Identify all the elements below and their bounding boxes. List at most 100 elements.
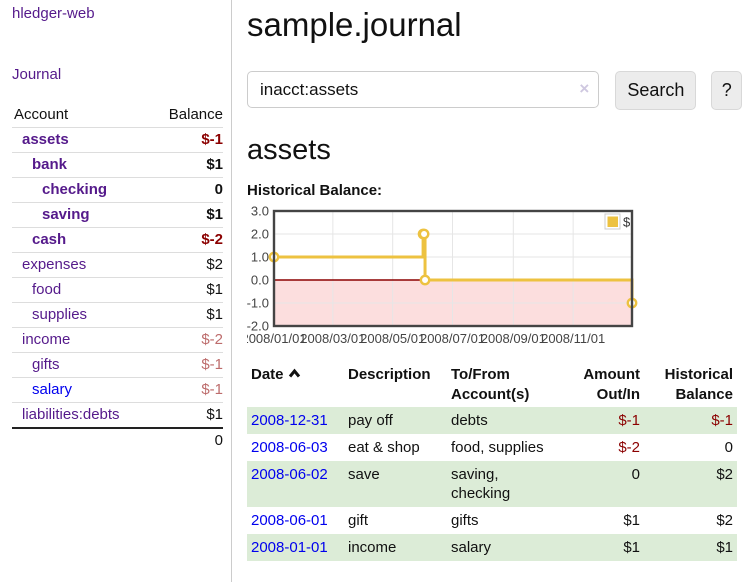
account-balance: $1 (150, 277, 223, 303)
x-tick-label: 2008/07/01 (420, 331, 485, 346)
transaction-amount: $1 (623, 512, 640, 529)
account-link[interactable]: assets (22, 131, 69, 148)
account-row: checking 0 (12, 177, 223, 203)
account-cell: saving (12, 202, 151, 228)
transaction-balance: $1 (716, 539, 733, 556)
register-header-date[interactable]: Date (247, 363, 344, 407)
transaction-accounts: saving, checking (451, 466, 511, 502)
account-heading: assets (247, 134, 331, 166)
account-link[interactable]: salary (32, 381, 73, 398)
account-balance: $1 (150, 302, 223, 328)
account-row: expenses $2 (12, 252, 223, 278)
account-link[interactable]: expenses (22, 256, 87, 273)
accounts-total-row: 0 (12, 427, 223, 453)
balance-chart-svg: $3.0 2.0 1.0 0.0 -1.0 -2.02008/01/012008/03/0… (241, 204, 638, 346)
transaction-row: 2008-12-31 pay off debts $-1 $-1 (247, 407, 737, 434)
account-link[interactable]: checking (42, 181, 108, 198)
transaction-date-cell: 2008-06-01 (247, 507, 344, 534)
account-cell: salary (12, 377, 151, 403)
transaction-description: pay off (348, 412, 393, 429)
transaction-row: 2008-06-01 gift gifts $1 $2 (247, 507, 737, 534)
historical-balance-chart: $3.0 2.0 1.0 0.0 -1.0 -2.0 2008/01/01 2008/03/0… (241, 203, 741, 351)
account-balance: $-2 (150, 227, 223, 253)
transaction-balance: $2 (716, 512, 733, 529)
account-row: liabilities:debts $1 (12, 402, 223, 428)
register-header-description: Description (348, 366, 431, 383)
sidebar-item-journal[interactable]: Journal (12, 66, 62, 83)
account-row: bank $1 (12, 152, 223, 178)
transaction-date-cell: 2008-12-31 (247, 407, 344, 434)
register-header-balance: Historical Balance (644, 363, 737, 407)
account-cell: income (12, 327, 151, 353)
accounts-total-spacer (12, 427, 151, 453)
account-balance: $1 (150, 152, 223, 178)
account-balance: $-1 (150, 127, 223, 153)
account-balance: $-1 (150, 352, 223, 378)
y-tick-label: 2.0 (251, 227, 269, 242)
account-row: income $-2 (12, 327, 223, 353)
transaction-row: 2008-01-01 income salary $1 $1 (247, 534, 737, 561)
register-header-row: Date Description To/From Account(s) Amou… (247, 363, 737, 407)
account-cell: gifts (12, 352, 151, 378)
transaction-balance: $-1 (711, 412, 733, 429)
account-balance: $2 (150, 252, 223, 278)
register-header-balance-line2: Balance (675, 386, 733, 403)
transaction-date-link[interactable]: 2008-12-31 (251, 412, 328, 429)
transaction-description: eat & shop (348, 439, 420, 456)
accounts-header-account: Account (14, 106, 69, 123)
app-title-link[interactable]: hledger-web (12, 5, 95, 22)
account-link[interactable]: supplies (32, 306, 88, 323)
account-link[interactable]: bank (32, 156, 68, 173)
legend-label: $ (623, 215, 631, 230)
transaction-date-link[interactable]: 2008-06-03 (251, 439, 328, 456)
transaction-date-link[interactable]: 2008-06-01 (251, 512, 328, 529)
search-button[interactable]: Search (615, 71, 697, 110)
account-link[interactable]: cash (32, 231, 67, 248)
search-input[interactable] (247, 71, 600, 108)
transaction-accounts: salary (451, 539, 492, 556)
account-cell: assets (12, 127, 151, 153)
account-link[interactable]: gifts (32, 356, 60, 373)
help-button[interactable]: ? (711, 71, 742, 110)
account-link[interactable]: income (22, 331, 71, 348)
account-balance: $-1 (150, 377, 223, 403)
account-cell: food (12, 277, 151, 303)
account-balance: $-2 (150, 327, 223, 353)
chart-title: Historical Balance: (247, 182, 383, 199)
account-link[interactable]: food (32, 281, 62, 298)
register-header-tofrom: To/From Account(s) (447, 363, 559, 407)
x-tick-label: 2008/01/01 (247, 331, 307, 346)
legend-swatch (607, 216, 618, 227)
transaction-row: 2008-06-03 eat & shop food, supplies $-2 0 (247, 434, 737, 461)
transaction-date-link[interactable]: 2008-06-02 (251, 466, 328, 483)
account-balance: 0 (150, 177, 223, 203)
y-tick-label: 1.0 (251, 250, 269, 265)
account-link[interactable]: saving (42, 206, 90, 223)
transaction-amount: 0 (631, 466, 640, 483)
transaction-accounts: gifts (451, 512, 479, 529)
register-header-date-label: Date (251, 366, 284, 383)
accounts-table: Account Balance assets $-1 bank $1 checking 0… (12, 103, 223, 453)
plot-border (272, 209, 634, 328)
accounts-total-value: 0 (150, 427, 223, 453)
account-cell: bank (12, 152, 151, 178)
account-link[interactable]: liabilities:debts (22, 406, 120, 423)
account-row: supplies $1 (12, 302, 223, 328)
account-row: assets $-1 (12, 127, 223, 153)
transaction-date-link[interactable]: 2008-01-01 (251, 539, 328, 556)
accounts-header-row: Account Balance (12, 103, 223, 128)
search-form: × Search ? (247, 71, 742, 110)
register-header-balance-line1: Historical (664, 366, 733, 383)
register-header-tofrom-line1: To/From (451, 366, 510, 383)
register-header-tofrom-line2: Account(s) (451, 386, 530, 403)
account-row: saving $1 (12, 202, 223, 228)
clear-search-icon[interactable]: × (579, 79, 590, 98)
account-cell: supplies (12, 302, 151, 328)
transaction-balance: $2 (716, 466, 733, 483)
transaction-date-cell: 2008-06-02 (247, 461, 344, 507)
transaction-balance: 0 (724, 439, 733, 456)
account-row: food $1 (12, 277, 223, 303)
transaction-description: gift (348, 512, 369, 529)
register-header-amount-line2: Out/In (596, 386, 640, 403)
account-cell: checking (12, 177, 151, 203)
